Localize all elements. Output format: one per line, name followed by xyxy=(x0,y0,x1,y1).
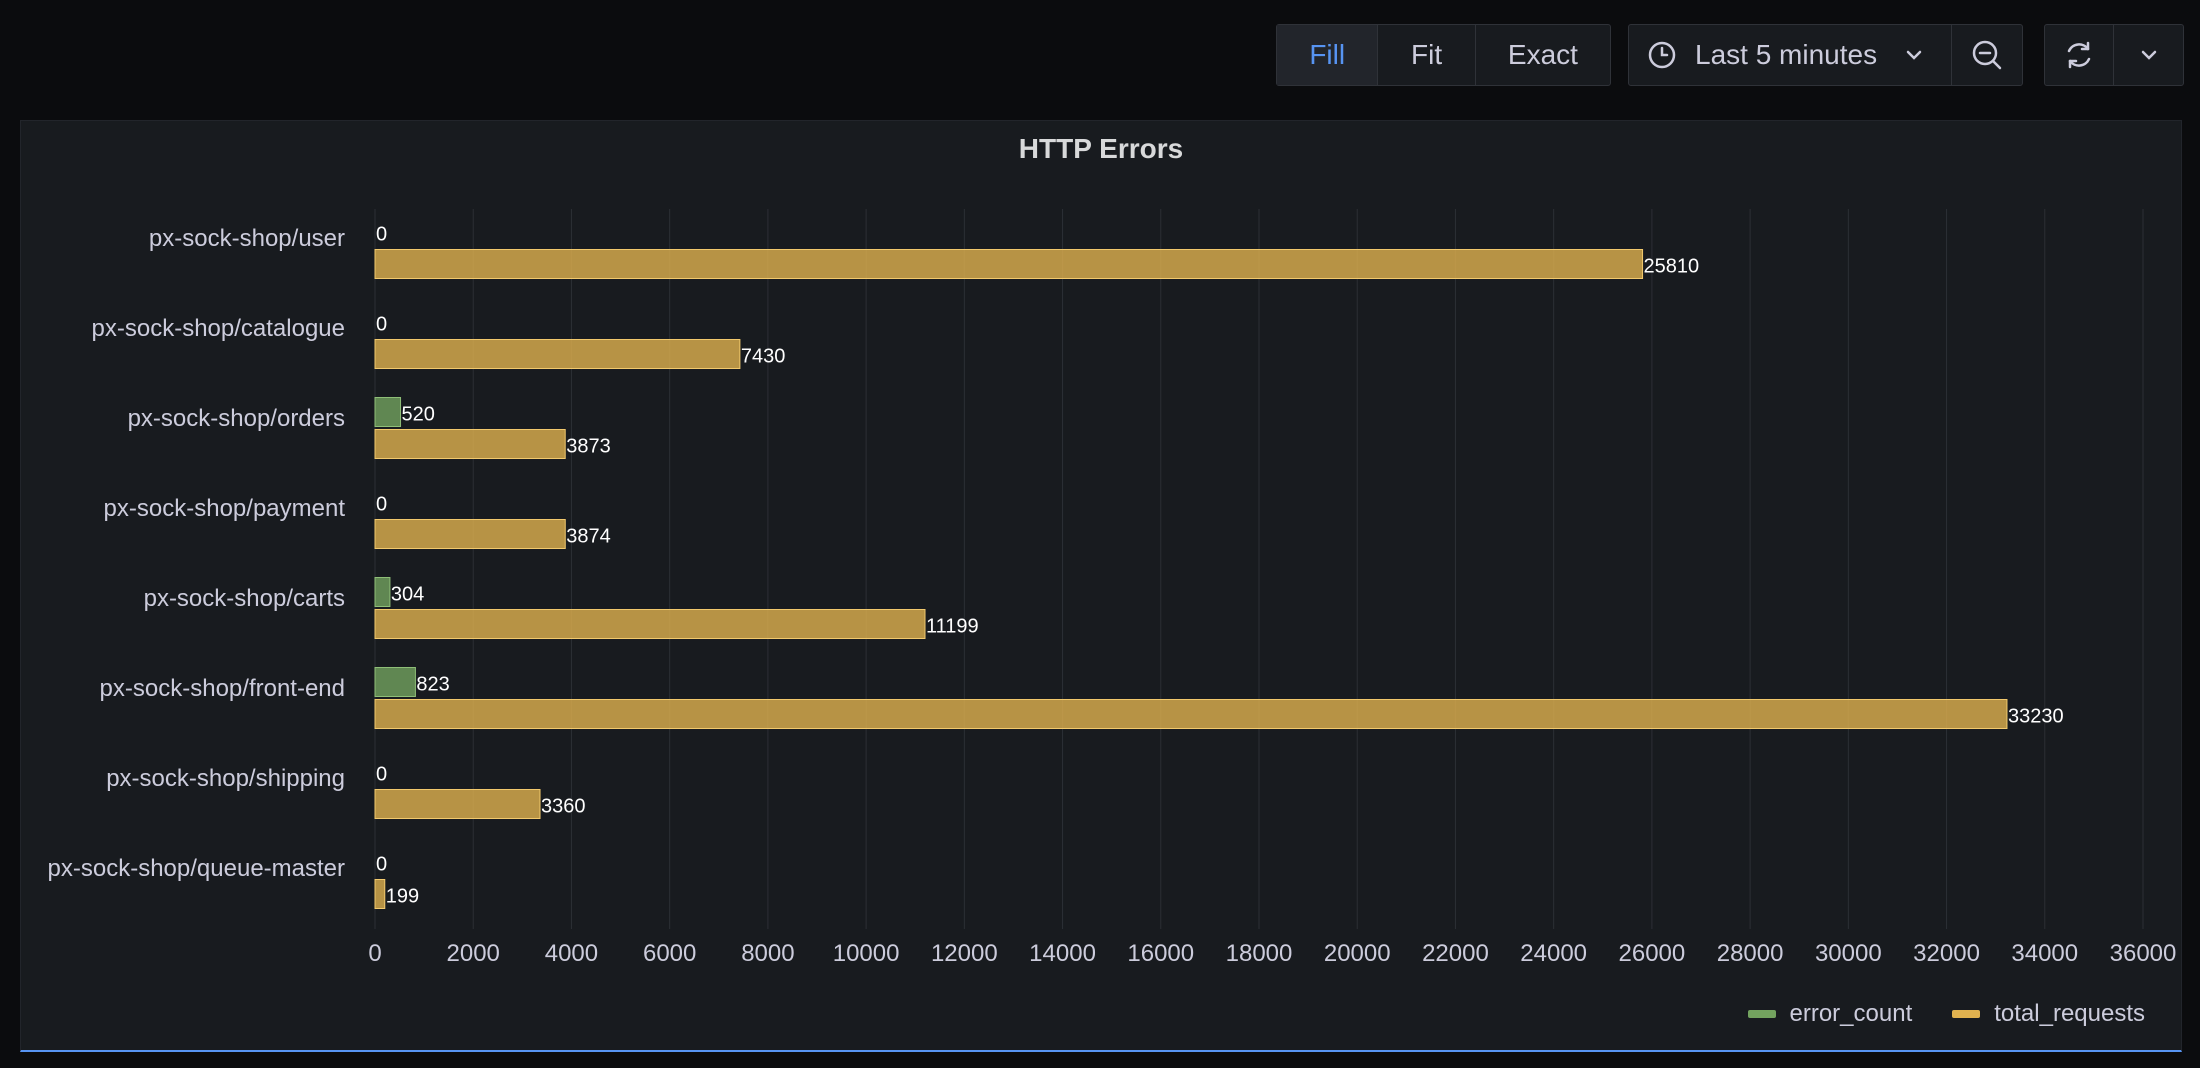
x-tick-label: 18000 xyxy=(1226,940,1293,967)
bar-value-label: 3873 xyxy=(566,436,611,458)
y-category-label: px-sock-shop/orders xyxy=(128,405,345,432)
zoom-exact-button[interactable]: Exact xyxy=(1507,39,1578,70)
bar-value-label: 823 xyxy=(416,674,449,696)
bar-value-label: 304 xyxy=(391,584,424,606)
x-tick-label: 6000 xyxy=(643,940,696,967)
refresh-interval-dropdown[interactable] xyxy=(2114,25,2183,85)
legend-item-total-requests[interactable]: total_requests xyxy=(1952,1000,2145,1028)
y-category-label: px-sock-shop/shipping xyxy=(106,765,345,792)
x-tick-label: 12000 xyxy=(931,940,998,967)
y-category-label: px-sock-shop/carts xyxy=(144,585,345,612)
x-tick-label: 14000 xyxy=(1029,940,1096,967)
y-category-label: px-sock-shop/user xyxy=(149,225,345,252)
bar-error_count xyxy=(374,577,391,607)
legend-label: total_requests xyxy=(1994,1000,2145,1027)
bar-value-label: 0 xyxy=(376,854,387,876)
zoom-fit-button[interactable]: Fit xyxy=(1378,25,1476,85)
bar-value-label: 0 xyxy=(376,494,387,516)
zoom-mode-group: Fill Fit Exact xyxy=(1276,24,1611,86)
time-range-label: Last 5 minutes xyxy=(1695,39,1878,70)
bar-value-label: 0 xyxy=(376,764,387,786)
time-range-picker[interactable]: Last 5 minutes xyxy=(1629,25,1953,85)
bar-total_requests xyxy=(374,699,2008,729)
x-tick-label: 26000 xyxy=(1619,940,1686,967)
y-category-label: px-sock-shop/payment xyxy=(104,495,346,522)
bar-value-label: 33230 xyxy=(2008,706,2064,728)
x-tick-label: 10000 xyxy=(833,940,900,967)
x-tick-label: 28000 xyxy=(1717,940,1784,967)
x-tick-label: 22000 xyxy=(1422,940,1489,967)
legend-swatch-error-count xyxy=(1747,1010,1776,1018)
bar-value-label: 3874 xyxy=(566,526,611,548)
http-errors-panel: HTTP Errors 0 2000 4000 6000 8000 10000 12000 1… xyxy=(20,120,2182,1052)
x-tick-label: 0 xyxy=(368,940,381,967)
bar-chart: 0 2000 4000 6000 8000 10000 12000 14000 16000 180… xyxy=(48,209,2177,967)
bar-value-label: 520 xyxy=(402,404,435,426)
bar-value-label: 3360 xyxy=(541,796,586,818)
x-tick-label: 2000 xyxy=(447,940,500,967)
y-category-label: px-sock-shop/catalogue xyxy=(92,315,345,342)
x-tick-label: 30000 xyxy=(1815,940,1882,967)
bar-total_requests xyxy=(374,609,926,639)
refresh-button[interactable] xyxy=(2045,25,2114,85)
x-tick-label: 16000 xyxy=(1127,940,1194,967)
time-picker-group: Last 5 minutes xyxy=(1628,24,2023,86)
bar-value-label: 0 xyxy=(376,224,387,246)
zoom-out-button[interactable] xyxy=(1952,25,2022,85)
bar-error_count xyxy=(374,397,402,427)
bar-value-label: 7430 xyxy=(741,346,786,368)
bar-total_requests xyxy=(374,519,566,549)
y-category-label: px-sock-shop/queue-master xyxy=(48,855,345,882)
bar-total_requests xyxy=(374,879,386,909)
bar-total_requests xyxy=(374,429,566,459)
x-tick-label: 36000 xyxy=(2110,940,2177,967)
legend-item-error-count[interactable]: error_count xyxy=(1747,1000,1913,1028)
refresh-icon xyxy=(2062,38,2096,72)
panel-title[interactable]: HTTP Errors xyxy=(1018,133,1184,164)
bar-error_count xyxy=(374,667,416,697)
chevron-down-icon xyxy=(1905,49,1923,61)
legend-label: error_count xyxy=(1789,1000,1913,1027)
x-tick-label: 34000 xyxy=(2011,940,2078,967)
chart-legend: error_count total_requests xyxy=(1747,1000,2145,1028)
bar-value-label: 11199 xyxy=(926,616,979,638)
zoom-fill-button[interactable]: Fill xyxy=(1277,25,1379,85)
panel-toolbar: Fill Fit Exact Last 5 minutes xyxy=(0,0,2200,120)
bar-value-label: 0 xyxy=(376,314,387,336)
y-category-label: px-sock-shop/front-end xyxy=(100,675,345,702)
clock-icon xyxy=(1647,40,1677,70)
x-tick-label: 20000 xyxy=(1324,940,1391,967)
legend-swatch-total-requests xyxy=(1952,1010,1981,1018)
zoom-out-icon xyxy=(1970,38,2004,72)
refresh-group xyxy=(2044,24,2184,86)
bar-value-label: 25810 xyxy=(1644,256,1700,278)
x-tick-label: 32000 xyxy=(1913,940,1980,967)
x-tick-label: 24000 xyxy=(1520,940,1587,967)
bar-value-label: 199 xyxy=(386,886,419,908)
bar-total_requests xyxy=(374,339,741,369)
chevron-down-icon xyxy=(2140,49,2158,61)
bar-total_requests xyxy=(374,789,541,819)
bar-total_requests xyxy=(374,249,1644,279)
x-tick-label: 8000 xyxy=(741,940,794,967)
x-tick-label: 4000 xyxy=(545,940,598,967)
